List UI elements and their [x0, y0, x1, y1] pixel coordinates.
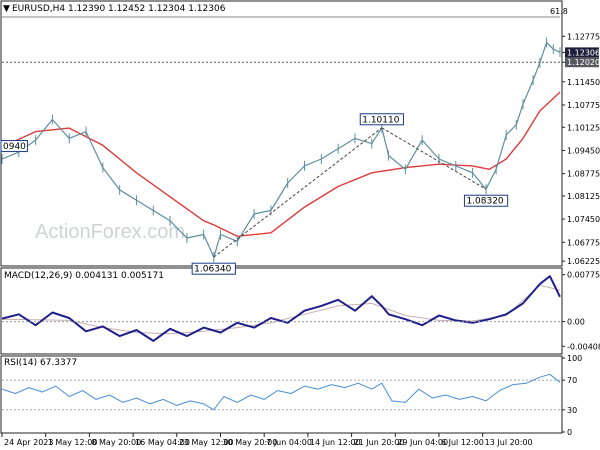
macd-y-ticks: 0.007756 0.00 -0.004086 — [2, 271, 600, 351]
x-tick-label: 24 Apr 2023 — [4, 438, 53, 447]
price-y-tick-label: 1.11450 — [567, 78, 600, 87]
macd-y-tick-label: 0.00 — [567, 318, 585, 327]
macd-y-tick-label: 0.007756 — [567, 271, 600, 280]
macd-panel-title: MACD(12,26,9) 0.004131 0.005171 — [4, 271, 164, 281]
price-title-arrow[interactable]: ▼ — [3, 4, 10, 14]
price-grid — [2, 16, 560, 63]
price-panel-frame — [0, 0, 563, 267]
rsi-panel-title: RSI(14) 67.3377 — [4, 358, 77, 368]
price-annotations: 0940 1.06340 1.10110 1.08320 — [0, 113, 509, 275]
price-y-tick-label: 1.10125 — [567, 123, 600, 132]
x-tick-label: 1 May 12:00 — [48, 438, 98, 447]
price-annotation-label: 1.10110 — [362, 115, 399, 125]
series-line-ma — [1, 91, 561, 237]
reference-price-badge — [565, 57, 599, 68]
macd-panel-frame — [0, 267, 563, 355]
current-price-badge — [565, 47, 599, 58]
rsi-y-tick-label: 100 — [567, 354, 582, 363]
x-tick-label: 30 May 20:00 — [222, 438, 277, 447]
macd-y-tick-label: -0.004086 — [567, 342, 600, 351]
price-annotation-box — [0, 140, 28, 153]
price-y-tick-label: 1.08775 — [567, 170, 600, 179]
x-tick-label: 8 May 20:00 — [91, 438, 141, 447]
x-tick-label: 14 Jun 12:00 — [310, 438, 361, 447]
rsi-y-ticks: 100 70 30 0 — [562, 354, 582, 437]
fib-label: 61.8 — [550, 7, 568, 16]
rsi-levels — [2, 379, 560, 411]
x-tick-label: 7 Jun 04:00 — [266, 438, 312, 447]
series-line-rsi — [1, 373, 561, 411]
price-annotation-box — [359, 113, 404, 126]
x-tick-label: 13 Jul 20:00 — [485, 438, 533, 447]
series-line-signal — [1, 284, 561, 335]
price-y-tick-label: 1.12020 — [567, 58, 600, 67]
trend-line — [381, 127, 487, 190]
rsi-y-tick-label: 70 — [567, 376, 577, 385]
price-annotation-label: 1.06340 — [194, 265, 231, 275]
series-line-macd — [1, 275, 561, 342]
price-annotation-box — [191, 262, 236, 275]
watermark: ActionForex.com — [35, 221, 185, 243]
price-y-tick-label: 1.07450 — [567, 215, 600, 224]
price-y-tick-label: 1.12775 — [567, 32, 600, 41]
price-annotation-label: 1.08320 — [466, 197, 503, 207]
trend-line — [213, 127, 383, 258]
price-annotation-box — [463, 194, 509, 207]
rsi-series — [1, 373, 561, 411]
x-tick-label: 29 Jun 04:00 — [397, 438, 448, 447]
x-tick-label: 16 May 04:00 — [135, 438, 190, 447]
rsi-y-tick-label: 0 — [567, 428, 572, 437]
price-panel-title: EURUSD,H4 1.12390 1.12452 1.12304 1.1230… — [12, 4, 226, 14]
price-y-tick-label: 1.06775 — [567, 238, 600, 247]
x-tick-label: 6 Jul 12:00 — [441, 438, 484, 447]
price-y-tick-label: 1.09450 — [567, 146, 600, 155]
x-tick-label: 23 May 12:00 — [179, 438, 234, 447]
macd-series — [1, 275, 561, 342]
rsi-y-tick-label: 30 — [567, 406, 577, 415]
price-y-tick-label: 1.06225 — [567, 257, 600, 266]
x-tick-label: 21 Jun 20:00 — [354, 438, 405, 447]
price-y-tick-label: 1.12306 — [567, 48, 600, 57]
price-y-tick-label: 1.10775 — [567, 101, 600, 110]
rsi-panel-frame — [0, 355, 563, 434]
price-series — [1, 37, 561, 263]
price-annotation-label: 0940 — [3, 142, 26, 152]
price-y-tick-label: 1.08125 — [567, 192, 600, 201]
